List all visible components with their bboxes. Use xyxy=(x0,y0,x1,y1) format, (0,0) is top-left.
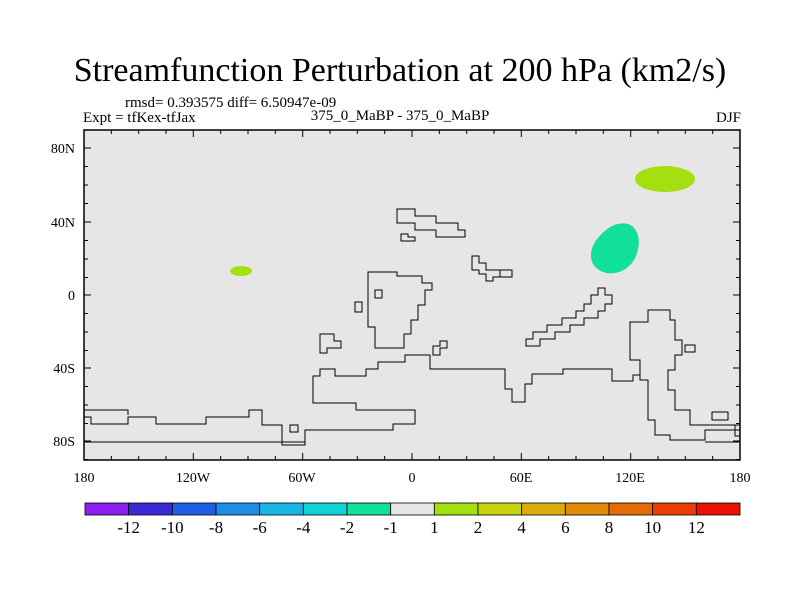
coastline-peninsula-west xyxy=(319,333,342,354)
lat-label-40s: 40S xyxy=(53,362,75,377)
stats-label: rmsd= 0.393575 diff= 6.50947e-09 xyxy=(125,95,337,111)
colorbar-swatch xyxy=(259,502,304,516)
coastline-east-arc xyxy=(525,287,613,347)
coastline-island xyxy=(400,233,416,242)
colorbar-labels: -12 -10 -8 -6 -4 -2 -1 1 2 4 6 8 10 12 xyxy=(117,518,705,537)
coastline-islet-e xyxy=(711,411,729,421)
colorbar-label: 6 xyxy=(561,518,570,537)
coastline-southern-edge xyxy=(84,409,129,415)
map-area xyxy=(84,130,740,460)
colorbar-swatch xyxy=(128,502,173,516)
colorbar-label: 1 xyxy=(430,518,439,537)
lon-label-120w: 120W xyxy=(176,471,211,486)
colorbar-label: -10 xyxy=(161,518,184,537)
coastline-asia-coast xyxy=(471,255,501,282)
colorbar-label: -12 xyxy=(117,518,140,537)
colorbar-label: -4 xyxy=(296,518,311,537)
lat-label-40n: 40N xyxy=(51,216,75,231)
axis-ticks xyxy=(83,130,741,460)
colorbar-label: 4 xyxy=(517,518,526,537)
colorbar-label: -1 xyxy=(384,518,398,537)
lon-label-120e: 120E xyxy=(615,471,645,486)
colorbar-label: 12 xyxy=(688,518,705,537)
coastline-europe xyxy=(396,208,466,238)
lon-label-0: 0 xyxy=(409,471,416,486)
colorbar-swatch xyxy=(564,502,610,516)
lon-label-60e: 60E xyxy=(510,471,533,486)
lon-label-180w: 180 xyxy=(74,471,95,486)
negative-anomaly-east xyxy=(590,223,639,274)
colorbar-label: 2 xyxy=(474,518,483,537)
colorbar-swatch xyxy=(695,502,741,516)
positive-anomaly-west xyxy=(230,266,252,276)
season-label: DJF xyxy=(715,110,741,126)
coastline-islet-f xyxy=(289,424,299,433)
coastline-islet-d xyxy=(684,344,696,353)
colorbar-swatch xyxy=(215,502,261,516)
colorbar-swatch xyxy=(608,502,654,516)
coastline-islet-b xyxy=(354,301,363,313)
coastline-islet-c xyxy=(432,340,448,356)
coastline-asia-islet xyxy=(499,269,513,278)
colorbar-swatch xyxy=(84,502,130,516)
lat-label-0: 0 xyxy=(68,289,75,304)
coastline-islet-a xyxy=(374,289,383,299)
colorbar-swatch xyxy=(346,502,392,516)
colorbar-swatch xyxy=(302,502,348,516)
colorbar-label: -2 xyxy=(340,518,354,537)
colorbar-swatch xyxy=(521,502,566,516)
colorbar-swatch xyxy=(477,502,523,516)
colorbar-label: 8 xyxy=(605,518,614,537)
colorbar-swatch xyxy=(171,502,217,516)
plot-title: Streamfunction Perturbation at 200 hPa (… xyxy=(73,52,727,89)
colorbar-label: -6 xyxy=(253,518,267,537)
lon-label-180e: 180 xyxy=(730,471,751,486)
lat-label-80n: 80N xyxy=(51,142,75,157)
colorbar-label: -8 xyxy=(209,518,223,537)
experiment-label: Expt = tfKex-tfJax xyxy=(83,110,196,126)
colorbar-swatch xyxy=(390,502,435,516)
coastline-southern-landmass xyxy=(84,354,640,446)
lon-label-60w: 60W xyxy=(288,471,316,486)
colorbar-swatch xyxy=(433,502,479,516)
colorbar-swatch xyxy=(652,502,697,516)
lat-label-80s: 80S xyxy=(53,435,75,450)
positive-anomaly-northeast xyxy=(635,166,695,192)
subtitle-label: 375_0_MaBP - 375_0_MaBP xyxy=(310,108,490,124)
colorbar-label: 10 xyxy=(644,518,661,537)
colorbar xyxy=(84,502,741,516)
coastline-central-landmass xyxy=(367,271,433,349)
